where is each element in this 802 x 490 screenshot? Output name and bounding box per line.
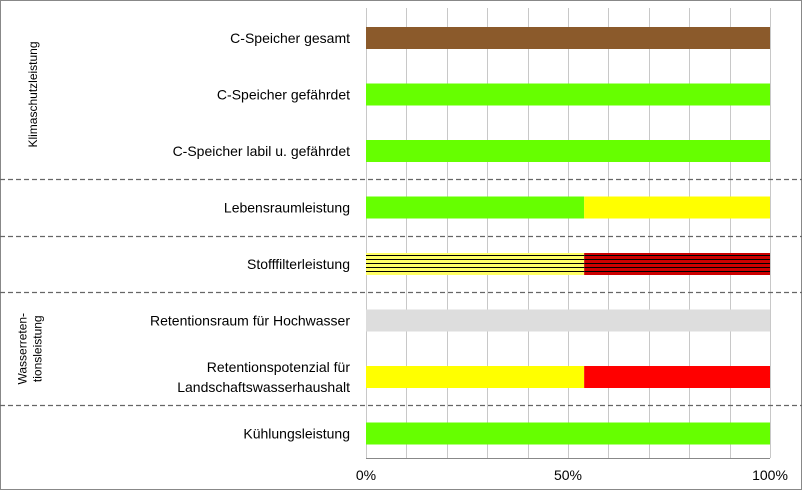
category-label: Lebensraumleistung [224,200,350,216]
group-label: Klimaschutzleistung [26,41,40,147]
group-label: Wasserreten-tionsleistung [16,313,45,385]
bar-segment [366,309,770,332]
category-label: C-Speicher gesamt [230,30,350,46]
category-label: C-Speicher labil u. gefährdet [173,143,351,159]
bar-segment [366,253,585,275]
bar-segment [366,196,585,219]
bar-segment [584,253,770,275]
bar-segment [366,83,770,106]
category-label: Kühlungsleistung [243,426,350,442]
category-label: Retentionsraum für Hochwasser [150,313,350,329]
bar-segment [366,366,585,388]
bar-segment [584,366,770,388]
bar-segment [584,196,770,219]
x-tick-label: 50% [554,467,582,483]
x-tick-label: 100% [752,467,788,483]
bar-segment [366,140,770,162]
bar-segment [366,27,770,49]
category-label: Retentionspotenzial für Landschaftswasser… [177,359,350,395]
bar-segment [366,422,770,445]
category-label: C-Speicher gefährdet [217,87,350,103]
x-tick-label: 0% [356,467,376,483]
category-label: Stofffilterleistung [247,256,350,272]
